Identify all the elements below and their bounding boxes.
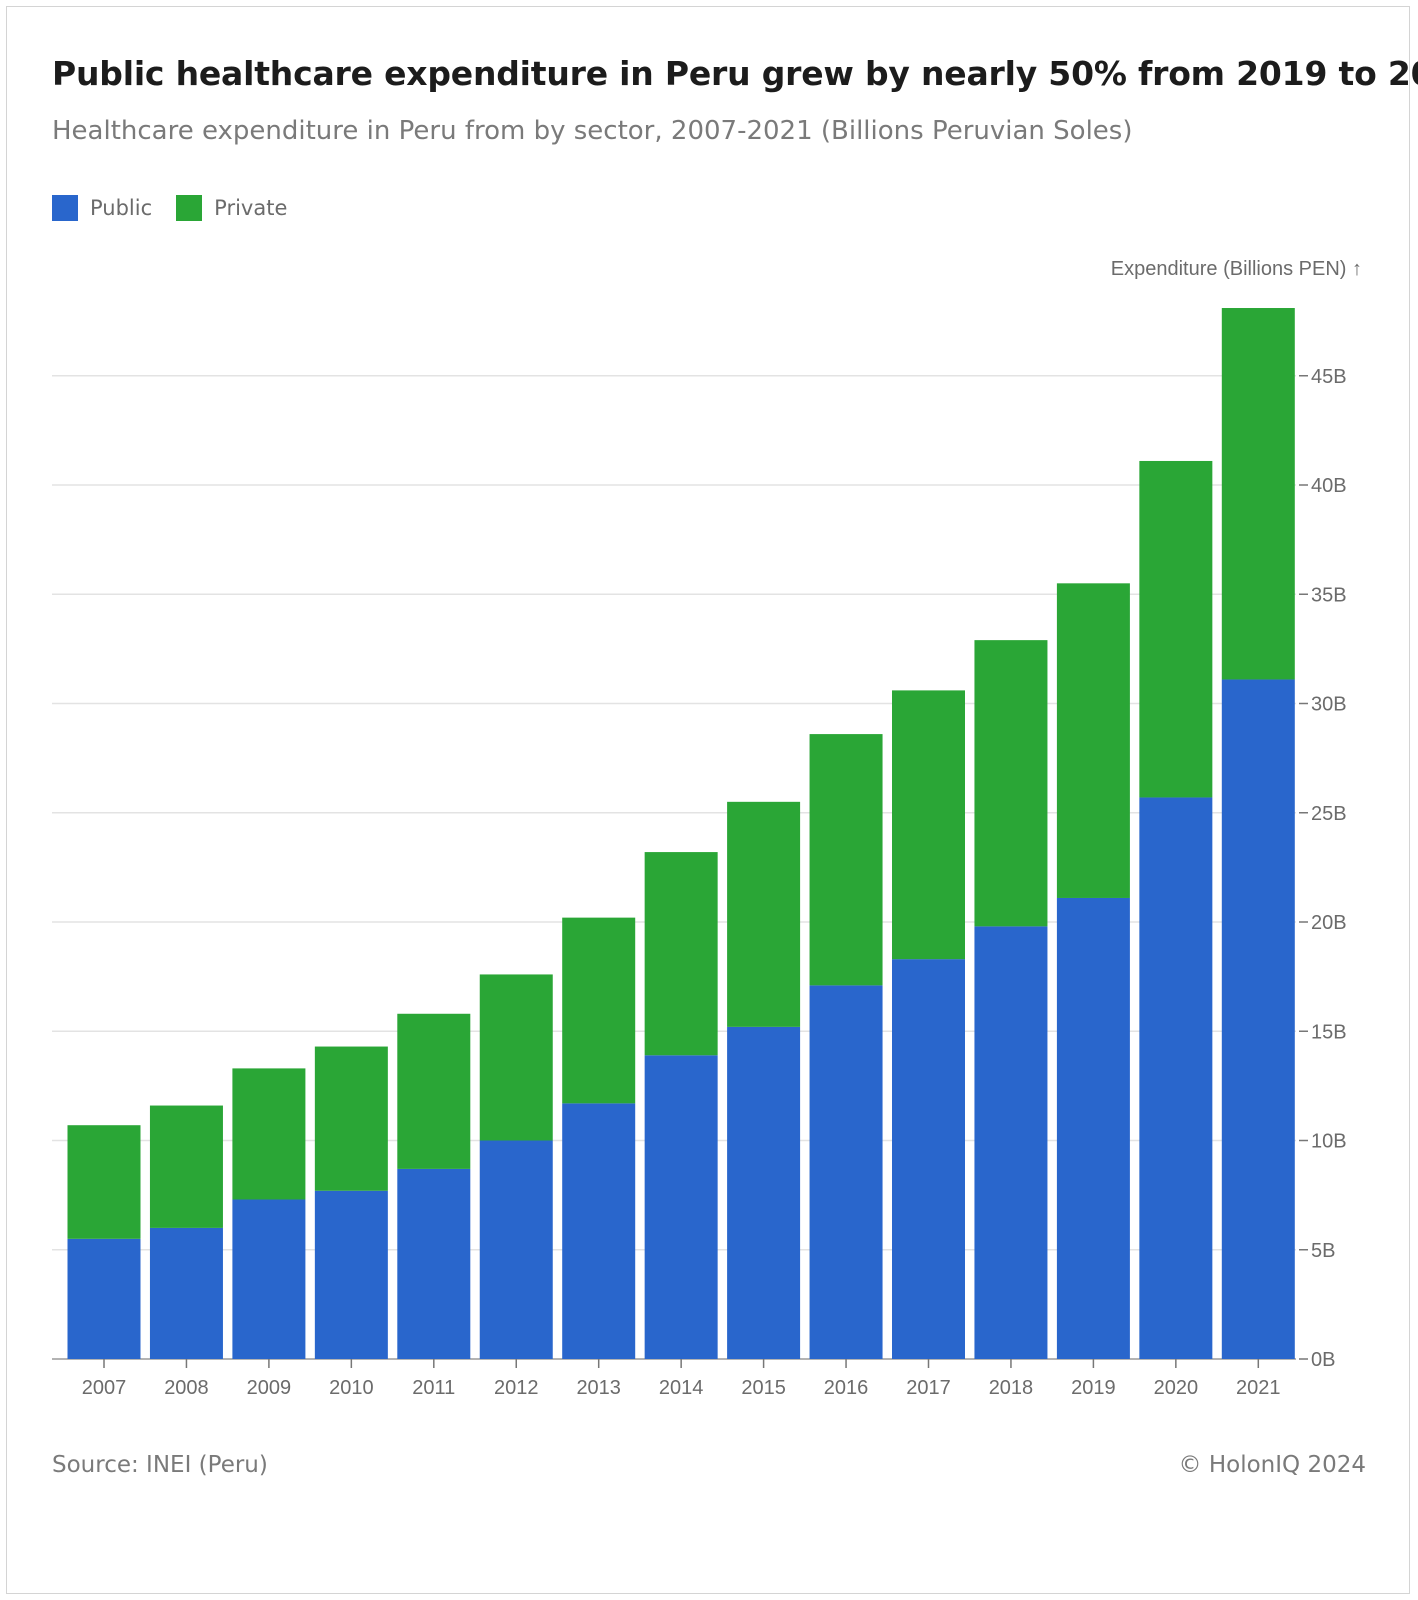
y-tick-label: 15B bbox=[1311, 1021, 1347, 1043]
x-tick-label: 2012 bbox=[494, 1377, 539, 1399]
bar-private-2010[interactable] bbox=[314, 1046, 388, 1191]
chart-title: Public healthcare expenditure in Peru gr… bbox=[52, 54, 1418, 93]
bar-public-2014[interactable] bbox=[644, 1055, 718, 1359]
legend-label-public: Public bbox=[90, 196, 153, 220]
source-note: Source: INEI (Peru) bbox=[52, 1452, 268, 1478]
bar-public-2021[interactable] bbox=[1221, 679, 1295, 1359]
x-tick-label: 2018 bbox=[989, 1377, 1034, 1399]
legend-item-public[interactable]: Public bbox=[52, 195, 152, 221]
x-tick-label: 2009 bbox=[247, 1377, 292, 1399]
x-tick-label: 2013 bbox=[576, 1377, 621, 1399]
bar-private-2012[interactable] bbox=[479, 974, 553, 1141]
bar-private-2016[interactable] bbox=[809, 734, 883, 986]
x-tick-label: 2020 bbox=[1154, 1377, 1199, 1399]
copyright-note: © HolonIQ 2024 bbox=[1178, 1452, 1366, 1478]
y-tick-label: 10B bbox=[1311, 1131, 1347, 1153]
bar-public-2018[interactable] bbox=[974, 926, 1048, 1359]
legend-label-private: Private bbox=[214, 196, 288, 220]
x-tick-label: 2010 bbox=[329, 1377, 374, 1399]
bar-private-2021[interactable] bbox=[1221, 308, 1295, 680]
bar-public-2009[interactable] bbox=[232, 1199, 306, 1359]
bar-public-2012[interactable] bbox=[479, 1140, 553, 1360]
legend-item-private[interactable]: Private bbox=[176, 195, 287, 221]
bar-public-2013[interactable] bbox=[562, 1103, 636, 1359]
bar-private-2018[interactable] bbox=[974, 640, 1048, 927]
bar-public-2017[interactable] bbox=[892, 959, 965, 1359]
y-tick-label: 0B bbox=[1311, 1349, 1335, 1371]
chart-subtitle: Healthcare expenditure in Peru from by s… bbox=[52, 116, 1133, 146]
bar-private-2020[interactable] bbox=[1139, 460, 1213, 798]
y-tick-label: 30B bbox=[1311, 694, 1347, 716]
y-axis-label: Expenditure (Billions PEN) ↑ bbox=[1111, 258, 1362, 280]
bar-private-2015[interactable] bbox=[727, 801, 801, 1027]
x-tick-label: 2021 bbox=[1236, 1377, 1281, 1399]
bar-private-2019[interactable] bbox=[1056, 583, 1130, 898]
legend-swatch-public bbox=[52, 195, 78, 221]
x-tick-label: 2008 bbox=[164, 1377, 209, 1399]
bar-private-2013[interactable] bbox=[562, 917, 636, 1104]
y-tick-label: 25B bbox=[1311, 803, 1347, 825]
bar-public-2015[interactable] bbox=[727, 1026, 801, 1359]
bar-public-2011[interactable] bbox=[397, 1168, 471, 1359]
bar-public-2008[interactable] bbox=[149, 1227, 223, 1359]
bar-private-2014[interactable] bbox=[644, 852, 718, 1056]
x-tick-label: 2019 bbox=[1071, 1377, 1116, 1399]
x-tick-label: 2014 bbox=[659, 1377, 704, 1399]
bar-private-2009[interactable] bbox=[232, 1068, 306, 1200]
y-tick-label: 40B bbox=[1311, 475, 1347, 497]
y-tick-label: 45B bbox=[1311, 366, 1347, 388]
bar-public-2007[interactable] bbox=[67, 1238, 141, 1359]
bar-public-2019[interactable] bbox=[1056, 897, 1130, 1359]
bar-public-2020[interactable] bbox=[1139, 797, 1213, 1359]
axis-layer: 0B 5B 10B 15B 20B 25B 30B 35B 40B 45B 2007 2008 2009… bbox=[82, 366, 1347, 1399]
bar-private-2017[interactable] bbox=[892, 690, 965, 960]
bar-public-2016[interactable] bbox=[809, 985, 883, 1359]
legend-swatch-private bbox=[176, 195, 203, 221]
legend: Public Private bbox=[52, 195, 311, 221]
x-tick-label: 2007 bbox=[82, 1377, 127, 1399]
x-tick-label: 2017 bbox=[906, 1377, 951, 1399]
stacked-bar-chart: Expenditure (Billions PEN) ↑ 0B 5B 10B 15B 2… bbox=[52, 258, 1362, 1399]
y-tick-label: 5B bbox=[1311, 1240, 1335, 1262]
bar-layer bbox=[67, 308, 1295, 1360]
bar-public-2010[interactable] bbox=[314, 1190, 388, 1359]
y-tick-label: 20B bbox=[1311, 912, 1347, 934]
y-tick-label: 35B bbox=[1311, 584, 1347, 606]
bar-private-2008[interactable] bbox=[149, 1105, 223, 1228]
bar-private-2011[interactable] bbox=[397, 1013, 471, 1169]
x-tick-label: 2016 bbox=[824, 1377, 869, 1399]
x-tick-label: 2015 bbox=[741, 1377, 786, 1399]
bar-private-2007[interactable] bbox=[67, 1125, 141, 1239]
x-tick-label: 2011 bbox=[412, 1377, 455, 1399]
